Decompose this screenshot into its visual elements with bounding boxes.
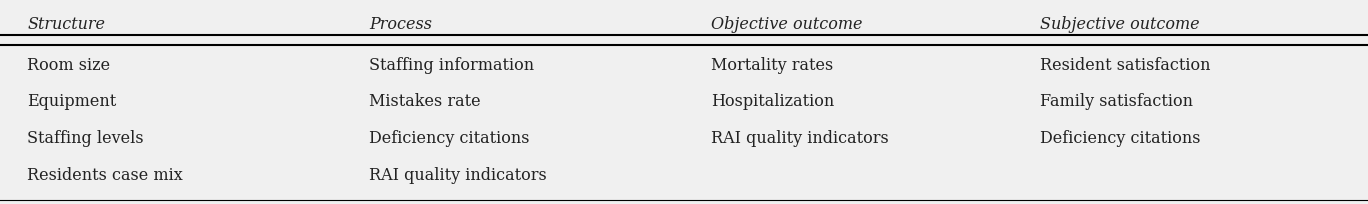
Text: Resident satisfaction: Resident satisfaction (1040, 57, 1211, 74)
Text: Room size: Room size (27, 57, 111, 74)
Text: Staffing levels: Staffing levels (27, 130, 144, 147)
Text: Mortality rates: Mortality rates (711, 57, 833, 74)
Text: RAI quality indicators: RAI quality indicators (711, 130, 889, 147)
Text: Residents case mix: Residents case mix (27, 167, 183, 184)
Text: Objective outcome: Objective outcome (711, 16, 863, 33)
Text: Process: Process (369, 16, 432, 33)
Text: RAI quality indicators: RAI quality indicators (369, 167, 547, 184)
Text: Deficiency citations: Deficiency citations (369, 130, 529, 147)
Text: Equipment: Equipment (27, 93, 116, 111)
Text: Hospitalization: Hospitalization (711, 93, 834, 111)
Text: Mistakes rate: Mistakes rate (369, 93, 482, 111)
Text: Family satisfaction: Family satisfaction (1040, 93, 1193, 111)
Text: Structure: Structure (27, 16, 105, 33)
Text: Deficiency citations: Deficiency citations (1040, 130, 1200, 147)
Text: Staffing information: Staffing information (369, 57, 535, 74)
Text: Subjective outcome: Subjective outcome (1040, 16, 1200, 33)
